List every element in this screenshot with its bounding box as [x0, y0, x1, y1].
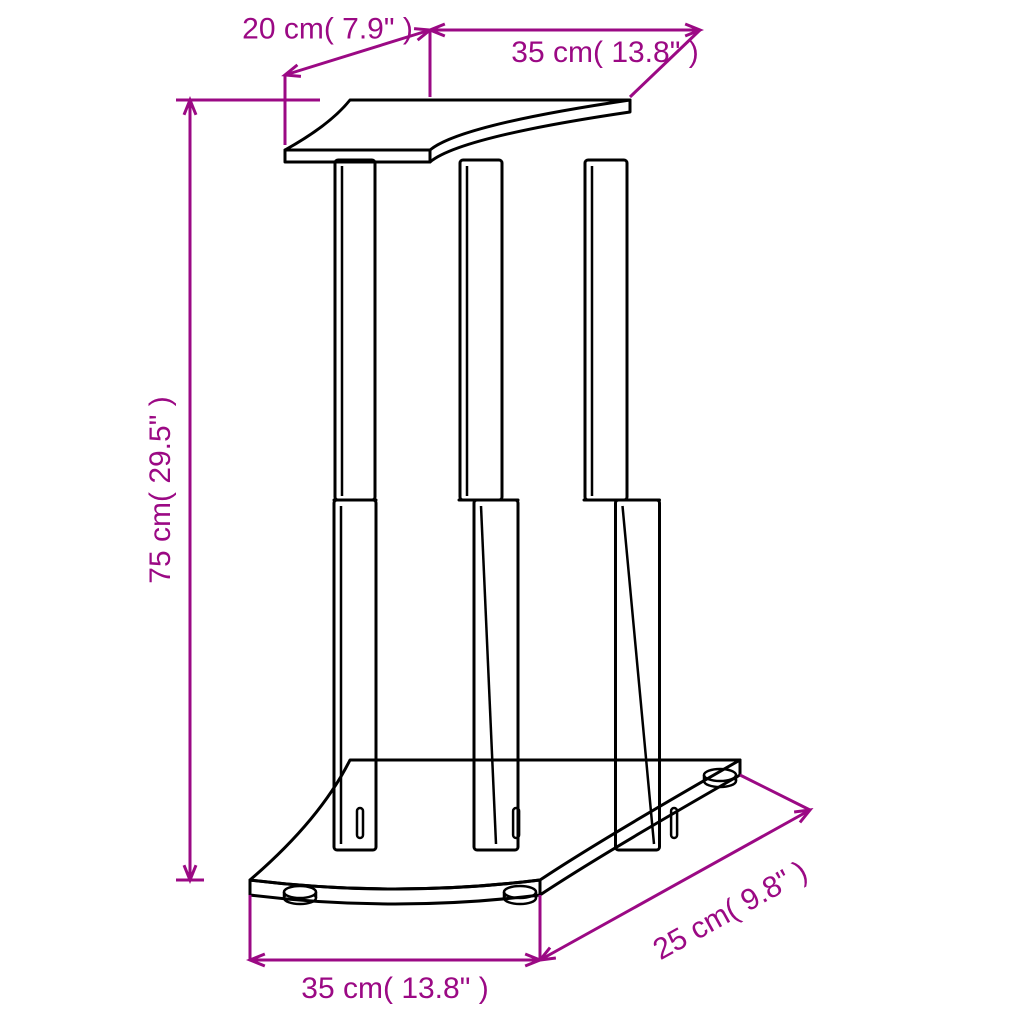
dim-label-top-depth: 20 cm( 7.9" )	[242, 13, 413, 46]
product-lineart	[284, 160, 736, 904]
dim-label-height: 75 cm( 29.5" )	[144, 396, 177, 583]
dim-label-base-width: 35 cm( 13.8" )	[301, 972, 488, 1005]
dim-label-base-depth: 25 cm( 9.8" )	[648, 855, 813, 967]
dim-label-top-width: 35 cm( 13.8" )	[511, 36, 698, 69]
